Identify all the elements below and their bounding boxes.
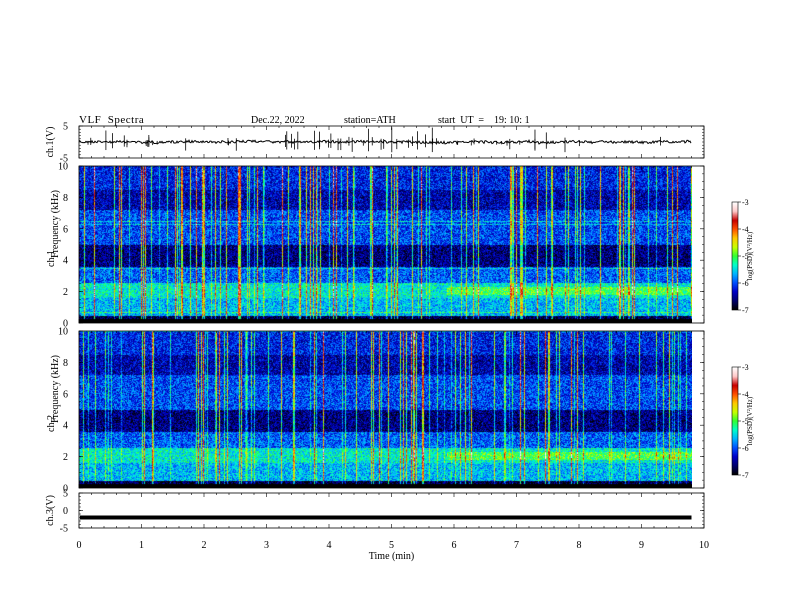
- x-tick-label: 2: [202, 540, 207, 551]
- y-axis-label: Frequency (kHz): [50, 190, 61, 258]
- colorbar-gradient: [732, 367, 738, 475]
- colorbar-label: log(PSD)(V²/Hz): [746, 231, 754, 280]
- colorbar-tick-label: -6: [742, 444, 749, 453]
- colorbar-tick-label: -3: [742, 363, 749, 372]
- x-tick-label: 6: [452, 540, 457, 551]
- chart-title: VLF Spectra: [79, 114, 145, 126]
- y-tick-label: 0: [63, 506, 68, 517]
- x-tick-label: 4: [327, 540, 332, 551]
- y-tick-label: 10: [58, 327, 68, 338]
- panel-border: [78, 492, 705, 529]
- start-time-label: start UT = 19: 10: 1: [438, 115, 530, 126]
- y-tick-label: 2: [63, 287, 68, 298]
- y-tick-label: 6: [63, 224, 68, 235]
- x-axis: 0 1 2 3 4 5 6 7 8 9 10 Time (min): [77, 540, 710, 562]
- x-axis-label: Time (min): [369, 551, 414, 562]
- colorbar-tick-label: -5: [742, 252, 749, 261]
- colorbar-tick-label: -5: [742, 417, 749, 426]
- y-axis-label: ch.1(V): [45, 127, 56, 158]
- x-tick-label: 5: [389, 540, 394, 551]
- y-tick-label: 2: [63, 452, 68, 463]
- y-tick-label: 4: [63, 256, 68, 267]
- y-tick-label: 8: [63, 358, 68, 369]
- spectrogram-image: [79, 331, 692, 488]
- date-label: Dec.22, 2022: [251, 115, 305, 126]
- x-tick-label: 7: [514, 540, 519, 551]
- x-tick-label: 9: [639, 540, 644, 551]
- x-tick-label: 3: [264, 540, 269, 551]
- y-axis-label: Frequency (kHz): [50, 355, 61, 423]
- y-axis-label: ch.3(V): [45, 495, 56, 526]
- colorbar-ch2-spectrogram: -3 -4 -5 -6 -7 log(PSD)(V²/Hz): [731, 363, 754, 480]
- y-tick-label: -5: [60, 154, 68, 165]
- y-tick-label: 8: [63, 193, 68, 204]
- y-tick-label: 4: [63, 421, 68, 432]
- colorbar-ch1-spectrogram: -3 -4 -5 -6 -7 log(PSD)(V²/Hz): [731, 198, 754, 315]
- panel-frame-ch1-waveform: 5 -5 ch.1(V): [45, 122, 705, 165]
- y-tick-label: 0: [63, 484, 68, 495]
- x-tick-label: 10: [699, 540, 709, 551]
- y-tick-label: 0: [63, 319, 68, 330]
- colorbar-label: log(PSD)(V²/Hz): [746, 396, 754, 445]
- colorbar-tick-label: -7: [742, 306, 749, 315]
- waveform-ch1-waveform: [79, 127, 692, 153]
- colorbar-tick-label: -3: [742, 198, 749, 207]
- spectrogram-image: [79, 166, 692, 323]
- spectrogram-ch1-spectrogram: [79, 166, 692, 323]
- waveform-ch3-waveform: [80, 515, 692, 520]
- waveform-trace: [80, 515, 692, 520]
- y-tick-label: 10: [58, 162, 68, 173]
- y-tick-label: 5: [63, 489, 68, 500]
- colorbar-tick-label: -7: [742, 471, 749, 480]
- colorbar-gradient: [732, 202, 738, 310]
- colorbar-tick-label: -4: [742, 225, 749, 234]
- y-tick-label: 6: [63, 389, 68, 400]
- waveform-trace: [79, 138, 692, 146]
- colorbar-tick-label: -4: [742, 390, 749, 399]
- station-label: station=ATH: [344, 115, 396, 126]
- y-tick-label: -5: [60, 524, 68, 535]
- x-tick-label: 8: [577, 540, 582, 551]
- colorbar-tick-label: -6: [742, 279, 749, 288]
- x-tick-label: 0: [77, 540, 82, 551]
- spectrogram-ch2-spectrogram: [79, 331, 692, 488]
- y-channel-label: ch.2: [46, 415, 57, 432]
- x-tick-label: 1: [139, 540, 144, 551]
- y-channel-label: ch.1: [46, 250, 57, 267]
- y-tick-label: 5: [63, 122, 68, 133]
- panel-frame-ch3-waveform: 5 0 -5 ch.3(V): [45, 489, 705, 535]
